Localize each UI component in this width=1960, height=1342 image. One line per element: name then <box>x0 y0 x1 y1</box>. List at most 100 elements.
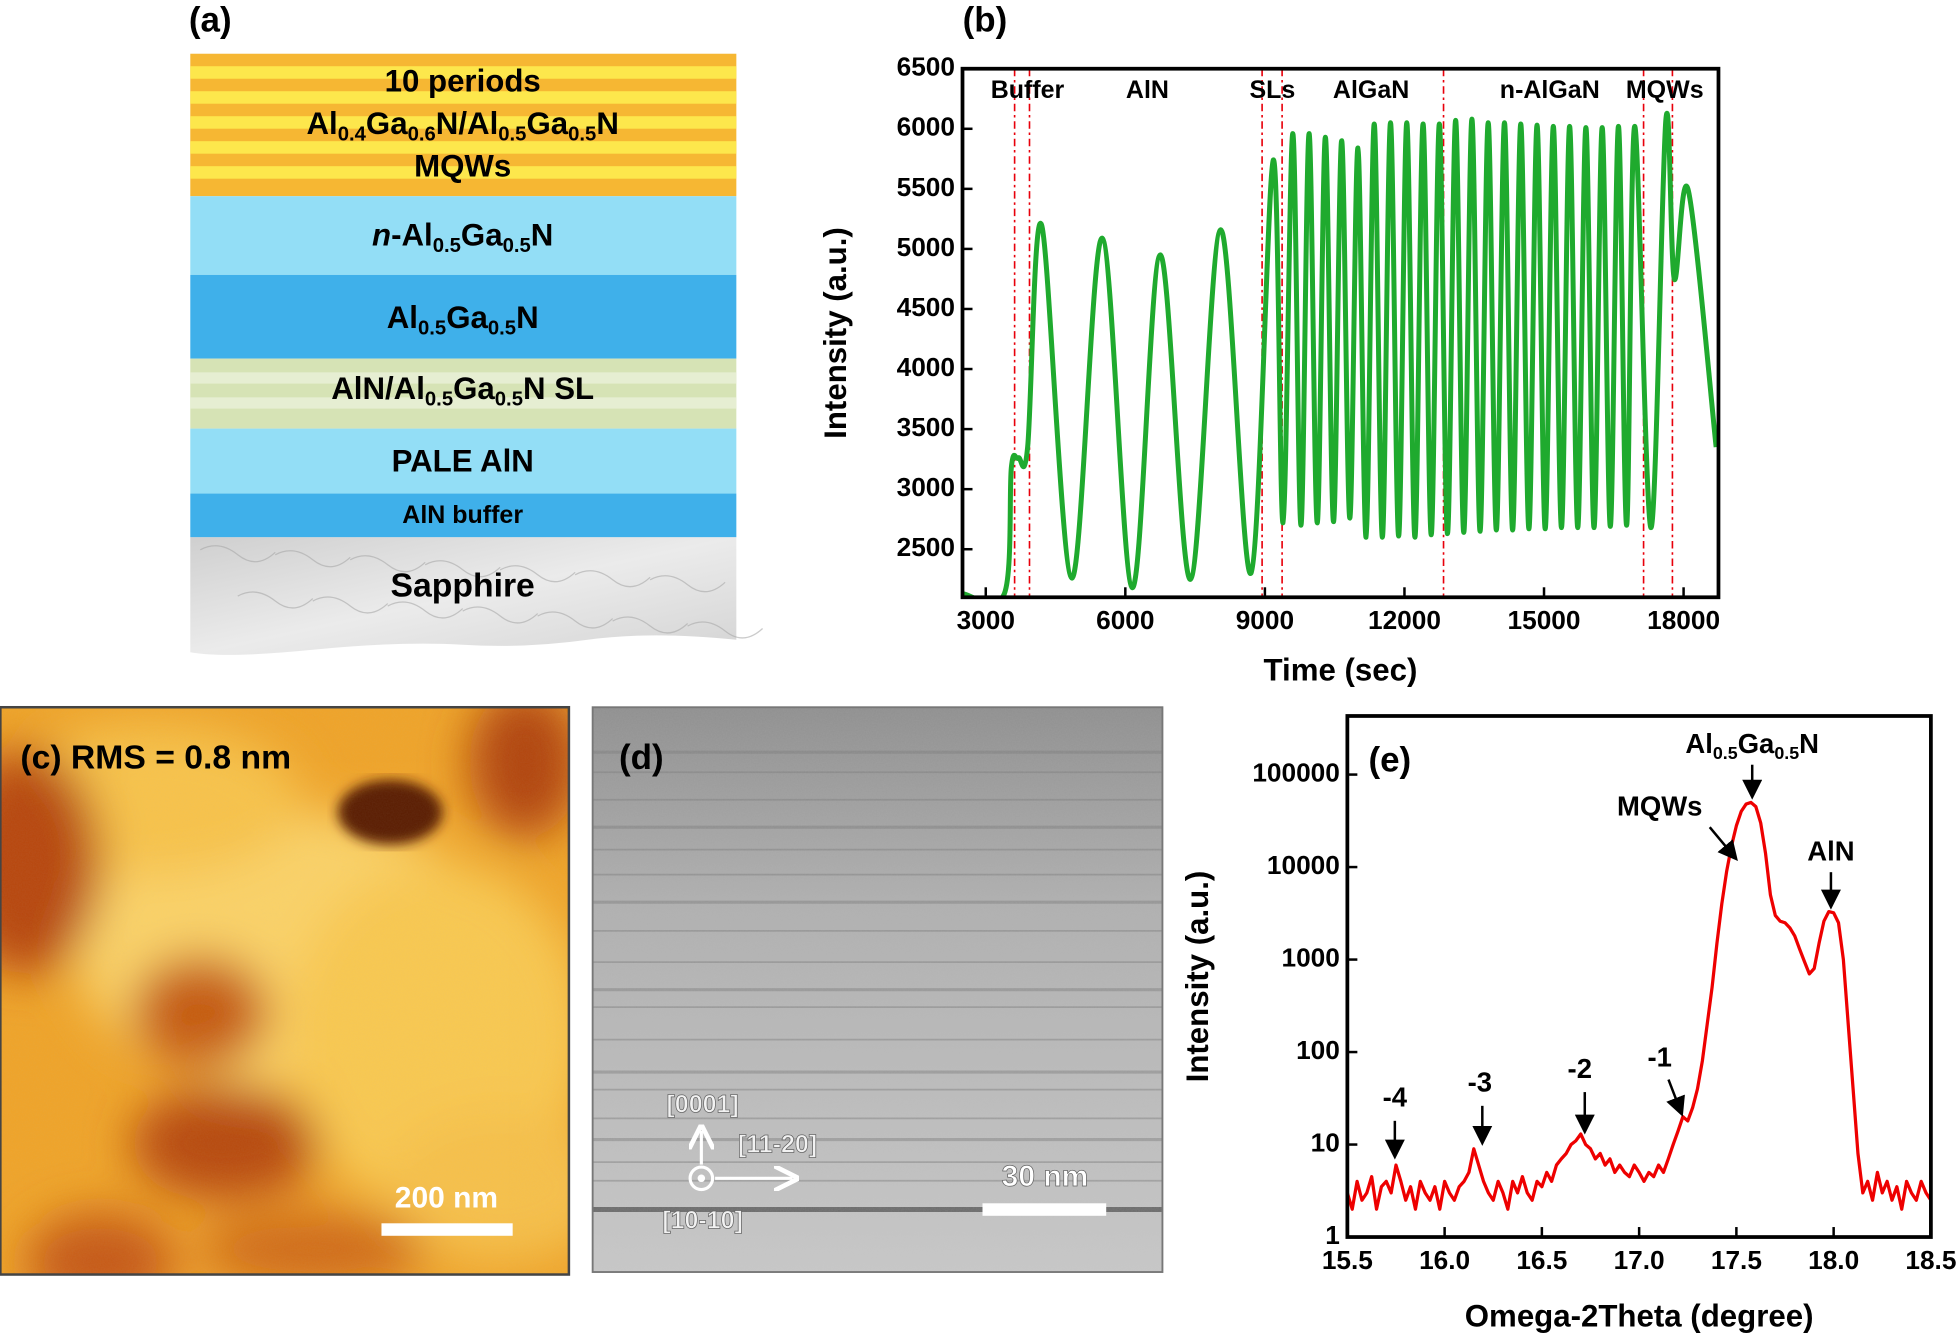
axis-symbol <box>688 1165 715 1192</box>
x-axis-label: Time (sec) <box>1264 652 1418 687</box>
text-part: Al <box>306 106 337 141</box>
y-tick-label: 5000 <box>897 232 955 262</box>
text-part: 0.5 <box>1713 743 1738 763</box>
text-part: N <box>516 300 539 335</box>
texture <box>462 606 539 624</box>
text-part: Ga <box>366 106 408 141</box>
text-part: AlN/Al <box>331 371 425 406</box>
text-part: N <box>596 106 619 141</box>
texture <box>387 601 464 619</box>
text-part: 0.5 <box>425 389 453 411</box>
text-part: MQWs <box>1617 791 1702 822</box>
texture <box>237 591 314 609</box>
axis-symbol <box>697 1174 706 1183</box>
layer-label: 10 periods <box>385 64 541 99</box>
text-part: 0.4 <box>338 124 367 146</box>
layer <box>190 358 737 429</box>
region-label: AlN <box>1126 76 1169 104</box>
text-part: AlN buffer <box>402 501 523 529</box>
text-part: Sapphire <box>391 566 535 604</box>
panel-label: (a) <box>189 1 232 40</box>
text-part: Al <box>1685 728 1712 759</box>
annotation: Al0.5Ga0.5N <box>1685 728 1819 763</box>
texture <box>687 621 764 639</box>
layer <box>190 493 737 538</box>
text-part: N <box>1799 728 1819 759</box>
scale-bar-label: 200 nm <box>395 1181 498 1214</box>
x-tick-label: 18.0 <box>1808 1245 1859 1275</box>
panel-label: (b) <box>963 1 1008 40</box>
layer <box>190 428 737 494</box>
y-axis-label: Intensity (a.u.) <box>818 227 853 439</box>
y-tick-label: 5500 <box>897 172 955 202</box>
text-part: 0.5 <box>433 235 461 257</box>
plot-area <box>962 68 1719 598</box>
x-axis-label: Omega-2Theta (degree) <box>1465 1299 1814 1334</box>
texture <box>499 565 576 583</box>
text-part: 0.5 <box>1774 743 1799 763</box>
x-tick-label: 12000 <box>1368 605 1441 635</box>
y-tick-label: 100 <box>1296 1035 1340 1065</box>
text-part: PALE AlN <box>392 444 534 479</box>
scale-bar-label: 30 nm <box>1002 1160 1089 1193</box>
y-tick-label: 3500 <box>897 412 955 442</box>
tem-frame <box>591 706 1164 1273</box>
annotation: -1 <box>1648 1042 1672 1073</box>
direction-label: [0001] <box>666 1090 738 1118</box>
text-part: 0.5 <box>418 318 446 340</box>
layer-label: Al0.5Ga0.5N <box>387 300 539 339</box>
direction-label: [10-10] <box>662 1207 743 1235</box>
annotation: -2 <box>1568 1053 1592 1084</box>
annotation: -4 <box>1383 1082 1408 1113</box>
data-line <box>962 111 1719 598</box>
x-tick-label: 15000 <box>1508 605 1581 635</box>
stripe <box>190 372 737 384</box>
data-line <box>1347 800 1931 1211</box>
afm-frame <box>0 705 571 1276</box>
axes-frame <box>1345 714 1933 1239</box>
texture <box>424 560 501 578</box>
x-tick-label: 6000 <box>1096 605 1154 635</box>
stripe <box>190 397 737 409</box>
texture <box>612 616 689 634</box>
x-tick-label: 17.0 <box>1614 1245 1665 1275</box>
text-part: 10 periods <box>385 64 541 99</box>
x-tick-label: 16.5 <box>1516 1245 1567 1275</box>
afm-grain <box>0 707 569 1275</box>
texture <box>574 570 651 588</box>
layer-label: Al0.4Ga0.6N/Al0.5Ga0.5N <box>306 106 618 145</box>
panel-label: (e) <box>1368 740 1411 779</box>
stripe <box>190 141 737 154</box>
text-part: n <box>372 218 391 253</box>
texture <box>649 575 726 593</box>
layer <box>190 196 737 275</box>
y-tick-label: 10000 <box>1267 850 1340 880</box>
stripe <box>190 91 737 104</box>
x-tick-label: 16.0 <box>1419 1245 1470 1275</box>
text-part: 0.5 <box>503 235 531 257</box>
y-tick-label: 1000 <box>1281 942 1339 972</box>
text-part: 0.5 <box>498 124 526 146</box>
stripe <box>190 66 737 79</box>
text-part: Ga <box>526 106 568 141</box>
annotation: AlN <box>1807 836 1854 867</box>
text-part: -Al <box>391 218 433 253</box>
text-part: MQWs <box>414 149 511 184</box>
region-label: SLs <box>1249 76 1295 104</box>
x-tick-label: 9000 <box>1236 605 1294 635</box>
layer <box>190 274 737 359</box>
text-part: Ga <box>1738 728 1775 759</box>
text-part: -3 <box>1468 1067 1492 1098</box>
annotation-arrow <box>1666 1079 1685 1117</box>
y-axis-label: Intensity (a.u.) <box>1180 871 1215 1083</box>
text-part: Ga <box>446 300 488 335</box>
annotation: MQWs <box>1617 791 1702 822</box>
layer-label: n-Al0.5Ga0.5N <box>372 218 553 257</box>
layer-label: AlN/Al0.5Ga0.5N SL <box>331 371 594 410</box>
text-part: N SL <box>523 371 594 406</box>
text-part: Ga <box>461 218 503 253</box>
x-tick-label: 15.5 <box>1322 1245 1373 1275</box>
region-label: n-AlGaN <box>1500 76 1600 104</box>
